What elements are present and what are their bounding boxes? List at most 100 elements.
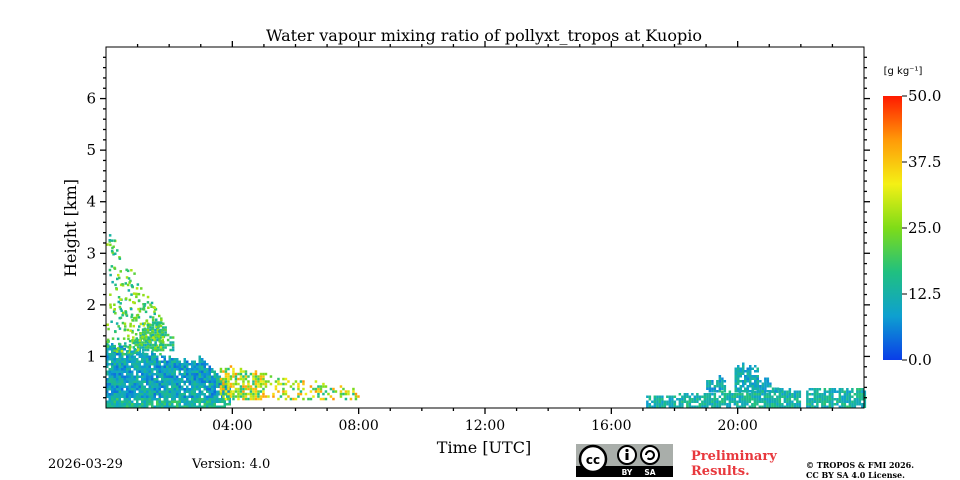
heatmap-cell [160,318,163,322]
heatmap-cell [254,385,258,388]
heatmap-cell [322,397,325,401]
heatmap-cell [234,390,238,393]
heatmap-cell [742,372,745,375]
heatmap-cell [123,360,126,363]
heatmap-cell [216,398,219,401]
heatmap-cell [149,315,152,319]
heatmap-cell [123,328,127,331]
heatmap-cell [138,350,141,353]
heatmap-cell [148,360,151,363]
heatmap-cell [726,403,729,406]
heatmap-cell [267,380,270,383]
heatmap-cell [289,397,293,401]
heatmap-cell [216,390,219,393]
heatmap-cell [244,375,248,378]
heatmap-cell [826,400,829,403]
heatmap-cell [131,363,134,366]
heatmap-cell [163,398,166,401]
heatmap-cell [262,375,265,378]
heatmap-cell [173,383,176,386]
heatmap-cell [156,368,159,371]
heatmap-cell [213,400,216,403]
heatmap-cell [229,377,233,381]
version-label: Version: 4.0 [192,457,271,472]
heatmap-cell [183,373,186,376]
heatmap-cell [831,393,834,396]
heatmap-cell [309,397,313,401]
heatmap-cell [793,395,797,398]
heatmap-cell [264,380,268,383]
heatmap-cell [201,390,204,393]
heatmap-cell [234,372,238,376]
heatmap-cell [242,380,245,383]
heatmap-cell [237,387,240,391]
preliminary-notice: Preliminary Results. [691,449,777,479]
heatmap-cell [754,380,757,383]
heatmap-cell [848,405,852,408]
heatmap-cell [193,388,196,391]
heatmap-cell [178,360,181,363]
heatmap-cell [124,325,127,328]
heatmap-cell [282,392,285,396]
heatmap-cell [139,336,142,339]
heatmap-cell [259,382,263,386]
heatmap-cell [748,400,752,403]
heatmap-cell [118,358,121,361]
heatmap-cell [126,363,129,366]
heatmap-cell [135,314,139,317]
heatmap-cell [121,375,124,378]
heatmap-cell [162,341,165,344]
heatmap-cell [147,325,150,328]
heatmap-cell [771,400,774,403]
heatmap-cell [183,370,186,373]
heatmap-cell [198,380,201,383]
heatmap-cell [111,368,114,371]
heatmap-cell [115,350,119,353]
heatmap-cell [106,338,110,342]
heatmap-cell [133,272,136,275]
heatmap-cell [201,398,204,401]
heatmap-cell [723,385,727,388]
heatmap-cell [756,387,760,390]
heatmap-cell [132,346,135,349]
heatmap-cell [216,373,219,376]
heatmap-cell [806,400,809,403]
heatmap-cell [168,390,171,393]
heatmap-cell [161,378,164,381]
heatmap-cell [284,392,288,396]
heatmap-cell [188,393,191,396]
heatmap-cell [681,398,684,401]
heatmap-cell [148,365,151,368]
heatmap-cell [227,367,230,371]
heatmap-cell [183,363,186,366]
heatmap-cell [728,405,732,408]
heatmap-cell [116,365,119,368]
heatmap-cell [742,385,745,388]
heatmap-cell [171,378,174,381]
heatmap-cell [322,392,325,396]
heatmap-cell [146,405,149,408]
heatmap-cell [272,395,275,398]
heatmap-cell [132,341,136,345]
heatmap-cell [203,365,206,368]
heatmap-cell [232,390,235,393]
heatmap-cell [111,403,114,406]
heatmap-cell [668,405,672,408]
heatmap-cell [133,378,136,381]
heatmap-cell [244,397,248,401]
heatmap-cell [766,395,769,398]
heatmap-cell [661,403,664,406]
heatmap-cell [128,398,131,401]
heatmap-cell [226,395,229,398]
heatmap-cell [229,390,233,393]
heatmap-cell [723,390,727,393]
heatmap-cell [176,365,179,368]
heatmap-cell [786,403,789,406]
heatmap-cell [751,377,754,380]
heatmap-cell [769,390,772,393]
heatmap-cell [846,398,849,401]
heatmap-cell [818,393,822,396]
heatmap-cell [739,387,742,390]
heatmap-cell [108,239,111,242]
heatmap-cell [153,363,156,366]
